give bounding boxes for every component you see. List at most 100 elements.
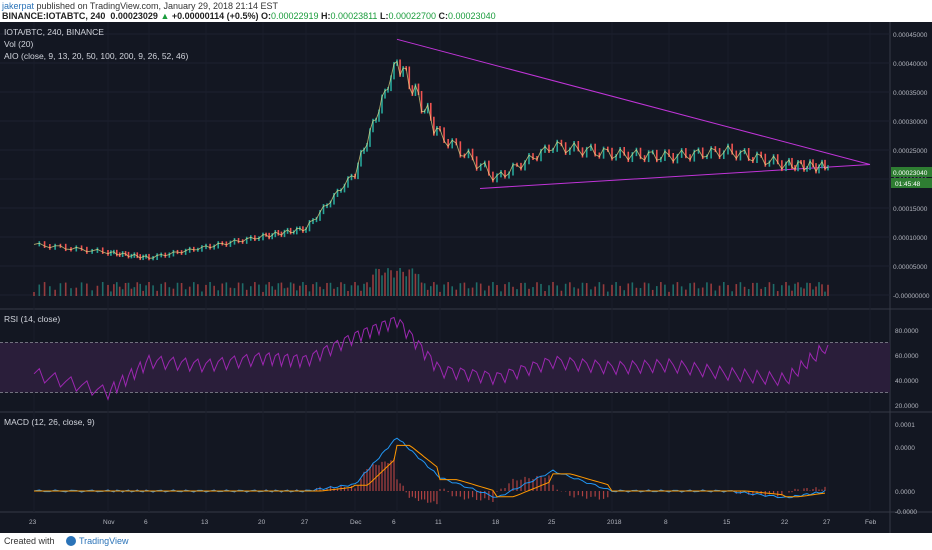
open-value: 0.00022919 [270, 11, 319, 21]
price-series [33, 59, 829, 296]
volume-bar [809, 283, 811, 296]
volume-bar [788, 285, 790, 296]
rsi-band [0, 342, 890, 393]
volume-bar [75, 287, 78, 296]
price-change: +0.00000114 (+0.5%) [171, 11, 259, 21]
publish-line: jakerpat published on TradingView.com, J… [2, 1, 278, 11]
rsi-tick-label: 20.0000 [895, 403, 919, 410]
volume-bar [536, 282, 538, 296]
volume-bar [451, 286, 454, 296]
volume-bar [262, 291, 264, 296]
volume-bar [121, 289, 124, 296]
volume-bar [80, 282, 83, 296]
volume-bar [225, 282, 228, 296]
volume-bar [433, 282, 435, 296]
volume-bar [363, 283, 365, 296]
volume-bar [812, 289, 814, 296]
volume-bar [447, 282, 449, 296]
trendlines [396, 38, 871, 189]
volume-bar [265, 284, 267, 296]
volume-bar [271, 286, 274, 296]
volume-bar [800, 287, 802, 296]
grid [0, 22, 932, 533]
volume-bar [43, 282, 46, 296]
volume-bar [760, 288, 762, 296]
volume-bar [701, 287, 704, 296]
volume-bar [333, 288, 335, 296]
tradingview-link[interactable]: TradingView [79, 536, 129, 546]
volume-bar [152, 285, 154, 296]
volume-bar [115, 282, 118, 296]
volume-bar [305, 284, 307, 296]
volume-bar [722, 282, 725, 296]
volume-bar [756, 282, 758, 296]
volume-bar [408, 269, 411, 296]
volume-bar [369, 287, 371, 296]
volume-bar [172, 288, 175, 296]
volume-bar [556, 285, 559, 296]
volume-bar [803, 288, 805, 296]
volume-bar [635, 287, 638, 296]
volume-bar [308, 291, 311, 296]
volume-bar [647, 283, 650, 296]
volume-bar [343, 283, 346, 296]
volume-bar [160, 283, 163, 296]
volume-bar [747, 289, 750, 296]
volume-bar [130, 288, 133, 296]
price-tag-bg [891, 167, 932, 177]
volume-bar [233, 288, 236, 296]
volume-bar [329, 282, 332, 296]
volume-bar [118, 286, 121, 296]
volume-bar [794, 283, 796, 296]
volume-bar [611, 284, 613, 296]
rsi-tick-label: 80.0000 [895, 328, 919, 335]
volume-bar [581, 282, 584, 296]
signal-line [34, 444, 826, 498]
volume-bar [127, 282, 130, 296]
volume-bar [672, 284, 675, 296]
volume-bar [436, 284, 438, 296]
volume-bar [145, 285, 147, 296]
volume-bar [217, 290, 220, 296]
volume-bar [258, 284, 260, 296]
volume-bar [764, 287, 767, 296]
macd-pane [33, 437, 826, 505]
volume-bar [357, 285, 359, 296]
volume-bar [322, 289, 325, 296]
time-tick-label: 2018 [607, 519, 622, 526]
volume-bar [590, 289, 592, 296]
volume-bar [488, 285, 490, 296]
volume-bar [423, 283, 426, 296]
volume-bar [639, 288, 642, 296]
volume-bar [821, 284, 823, 296]
volume-bar [354, 282, 356, 296]
volume-bar [209, 282, 211, 296]
volume-bar [201, 291, 203, 296]
volume-bar [577, 288, 580, 296]
volume-bar [113, 284, 115, 296]
volume-bar [660, 282, 662, 296]
volume-bar [142, 290, 144, 296]
volume-bar [184, 289, 187, 296]
volume-bar [508, 282, 510, 296]
volume-bar [504, 284, 506, 296]
volume-bar [443, 284, 445, 296]
axes: 0.00045000 0.00040000 0.00035000 0.00030000… [29, 32, 932, 526]
volume-bar [564, 283, 567, 296]
time-tick-label: 23 [29, 519, 37, 526]
volume-bar [254, 282, 256, 296]
price-tick-label: 0.00025000 [893, 148, 928, 155]
volume-bar [520, 282, 522, 296]
lower-trendline [479, 164, 871, 189]
volume-bar [743, 286, 746, 296]
volume-bar [631, 282, 634, 296]
volume-bar [598, 282, 601, 296]
volume-bar [718, 285, 721, 296]
volume-bar [390, 270, 392, 296]
author-link[interactable]: jakerpat [2, 1, 35, 11]
volume-bar [532, 287, 534, 296]
volume-bar [347, 290, 349, 296]
chart-canvas[interactable]: 0.00045000 0.00040000 0.00035000 0.00030000… [0, 22, 932, 533]
volume-bar [752, 282, 754, 296]
volume-bar [768, 282, 771, 296]
